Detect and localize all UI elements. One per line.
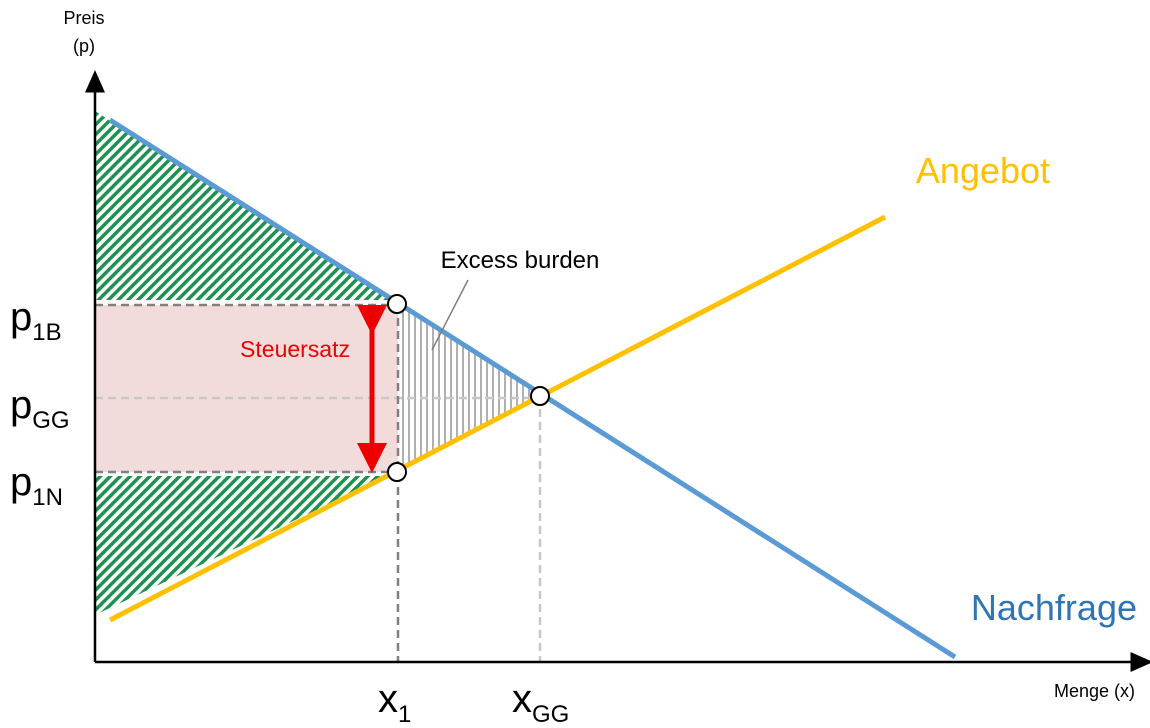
leader-line bbox=[431, 279, 469, 351]
price-label: pGG bbox=[10, 383, 70, 434]
x-label: Menge (x) bbox=[1054, 681, 1135, 701]
quantity-label: x1 bbox=[378, 677, 411, 728]
y-label: Preis bbox=[63, 8, 104, 28]
demand-curve bbox=[108, 117, 957, 660]
point bbox=[387, 462, 407, 482]
supply-label: Angebot bbox=[916, 150, 1050, 191]
price-label: p1N bbox=[10, 460, 63, 511]
sub: GG bbox=[532, 701, 569, 728]
demand-label: Nachfrage bbox=[971, 587, 1137, 628]
point bbox=[387, 294, 407, 314]
y-label: (p) bbox=[73, 36, 95, 56]
sub: 1N bbox=[32, 484, 63, 511]
sub: 1B bbox=[32, 319, 61, 346]
main: x bbox=[512, 677, 532, 721]
main: p bbox=[10, 295, 32, 339]
supply-curve bbox=[108, 214, 887, 623]
sub: 1 bbox=[398, 701, 411, 728]
sub: GG bbox=[32, 407, 69, 434]
excess-burden-label: Excess burden bbox=[441, 247, 600, 274]
tax-label: Steuersatz bbox=[240, 336, 350, 362]
main: p bbox=[10, 383, 32, 427]
quantity-label: xGG bbox=[512, 677, 569, 728]
main: p bbox=[10, 460, 32, 504]
point bbox=[530, 386, 550, 406]
price-label: p1B bbox=[10, 295, 62, 346]
excess-burden-area bbox=[398, 305, 540, 470]
main: x bbox=[378, 677, 398, 721]
tax-revenue bbox=[95, 305, 398, 472]
